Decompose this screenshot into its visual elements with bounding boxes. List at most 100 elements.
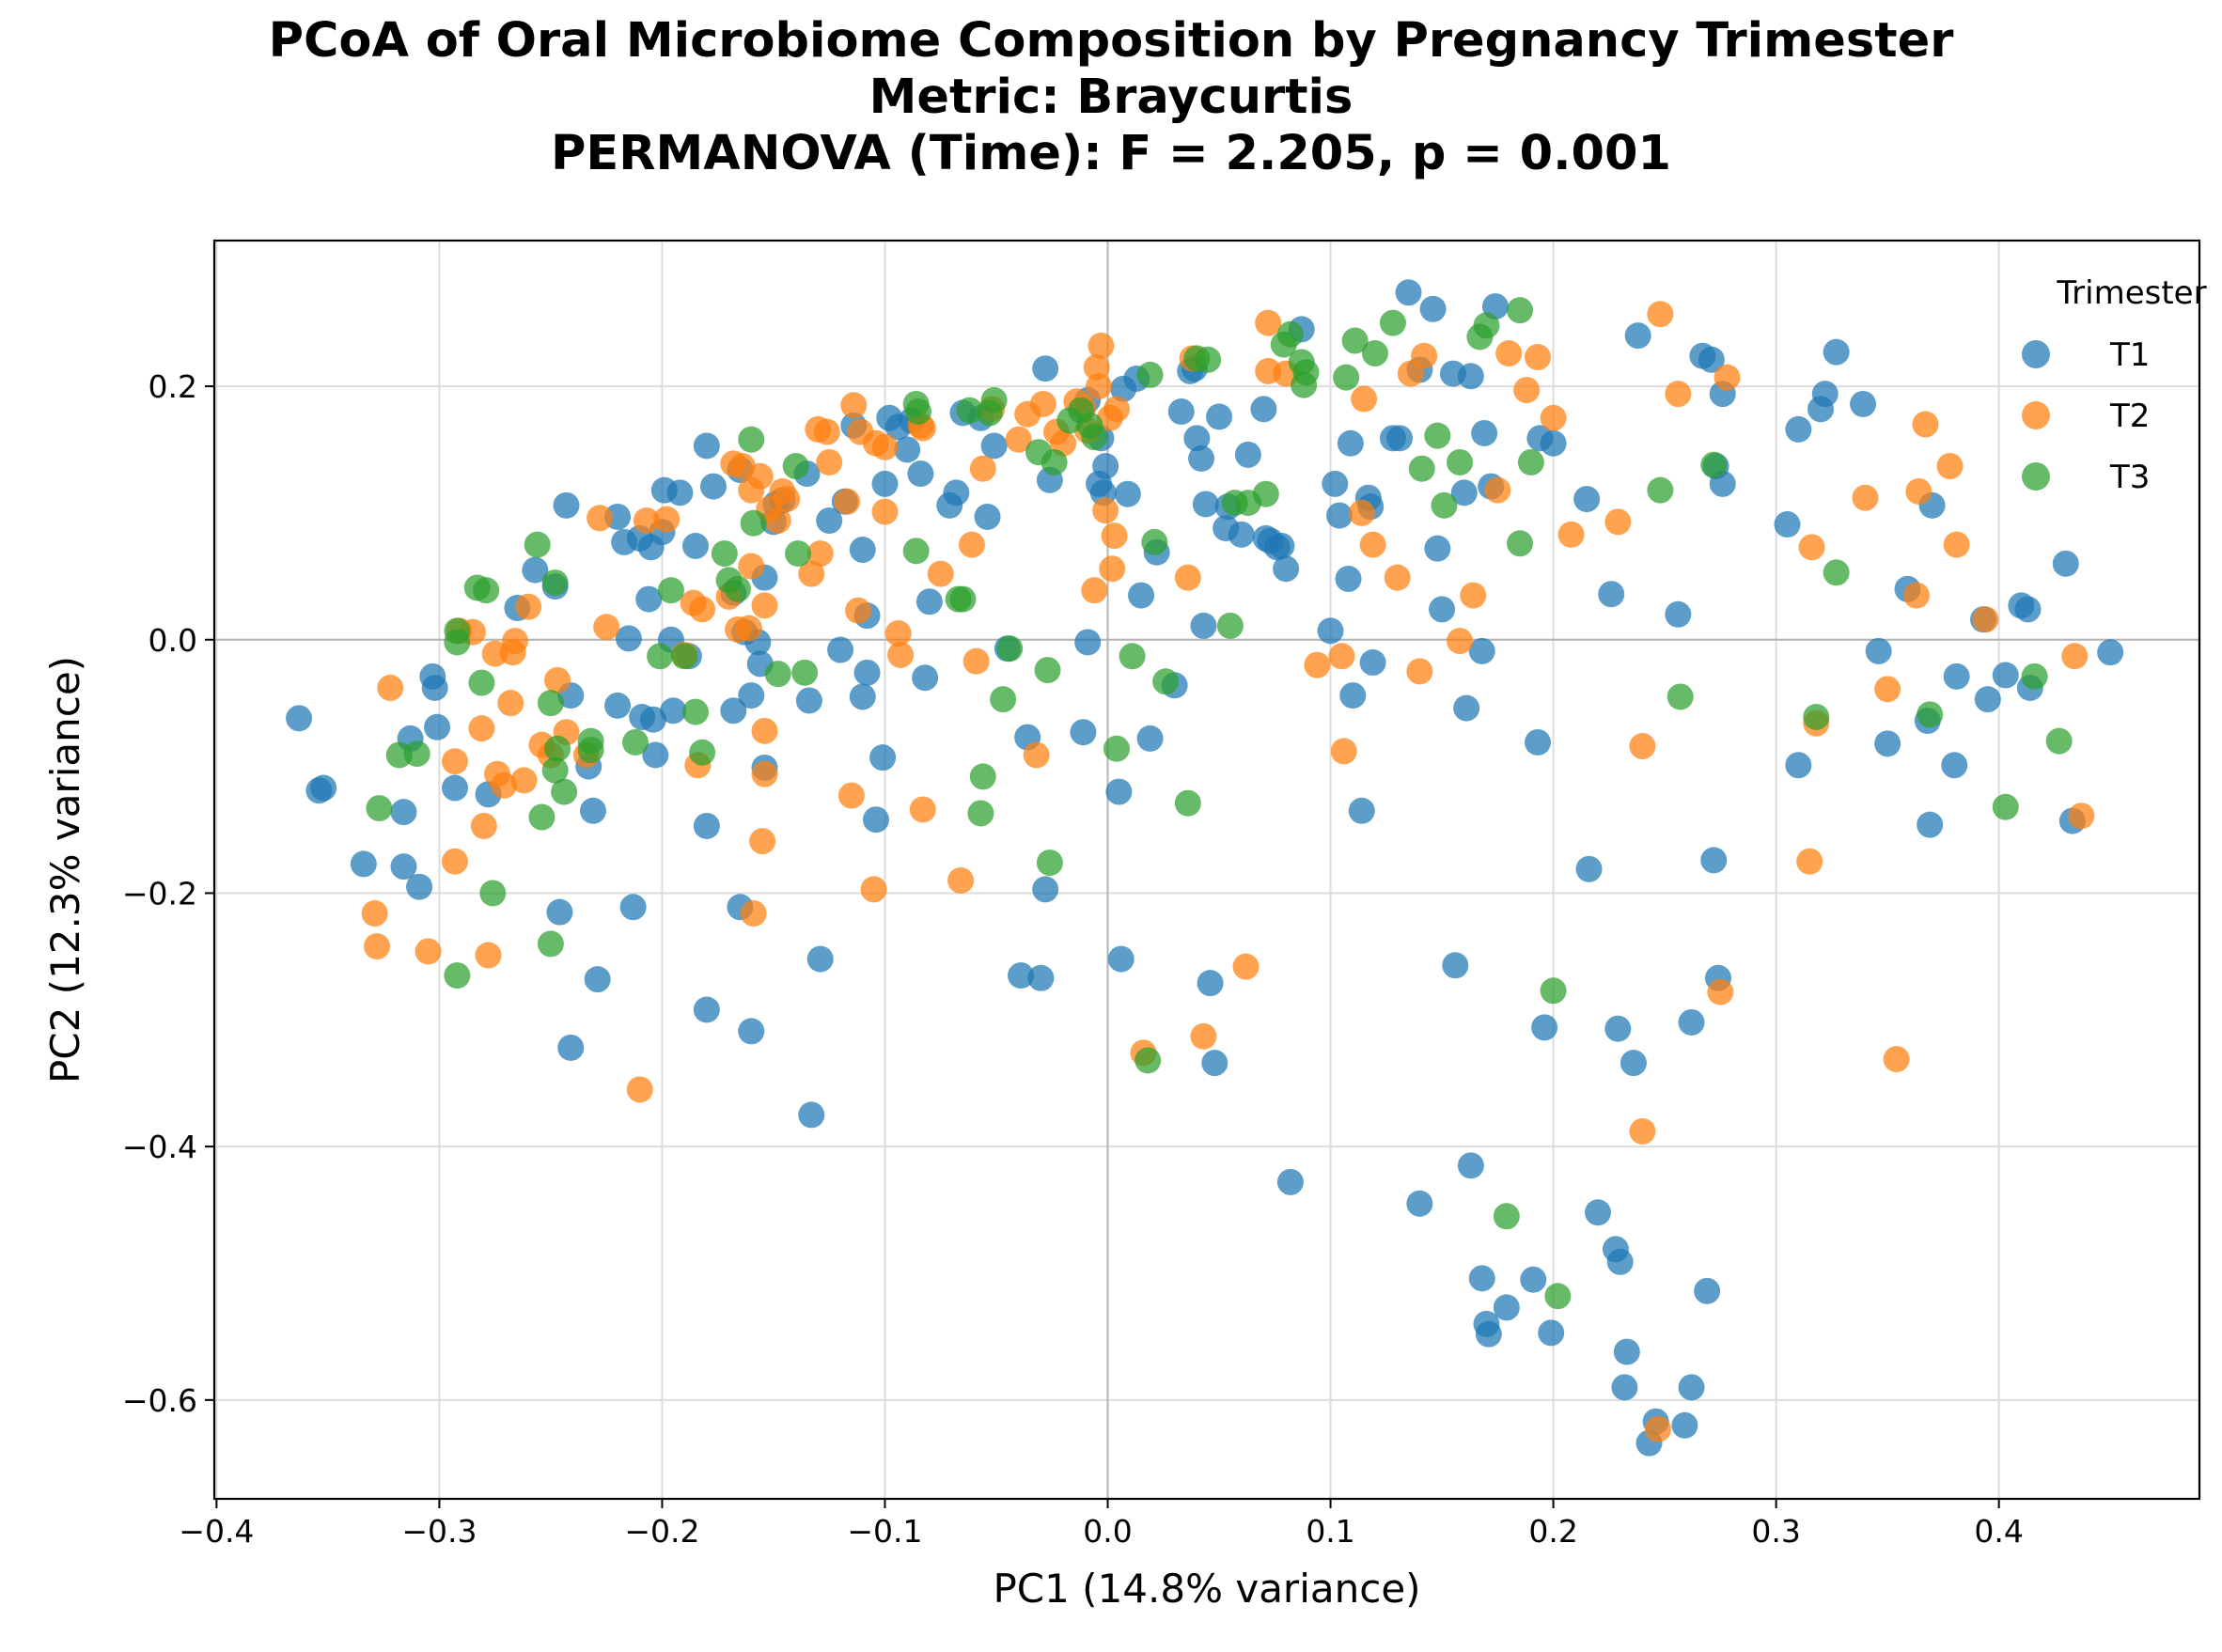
data-point-t2 [1092,497,1119,524]
data-point-t3 [1424,422,1451,449]
data-point-t2 [1707,978,1734,1005]
data-point-t1 [660,697,687,725]
data-point-t2 [1912,411,1939,438]
chart-subtitle-permanova: PERMANOVA (Time): F = 2.205, p = 0.001 [551,126,1671,181]
data-points [286,279,2124,1457]
data-point-t1 [1105,778,1133,805]
data-point-t1 [1785,415,1812,443]
data-point-t2 [749,828,776,855]
data-point-t1 [1092,453,1119,480]
data-point-t2 [361,900,388,927]
data-point-t2 [1629,1117,1656,1145]
data-point-t1 [642,741,669,769]
data-point-t1 [1339,682,1367,709]
data-point-t3 [622,728,649,756]
data-point-t2 [887,641,915,668]
data-point-t2 [871,433,899,460]
data-point-t2 [1232,953,1260,980]
data-point-t3 [647,643,674,670]
data-point-t2 [1852,484,1879,511]
legend-label-t1: T1 [2109,336,2150,374]
data-point-t2 [1972,606,1999,633]
data-point-t1 [619,894,647,921]
data-point-t1 [682,532,709,559]
data-point-t2 [738,553,765,580]
data-point-t3 [1103,735,1130,762]
data-point-t2 [2061,643,2089,670]
data-point-t3 [902,538,930,565]
y-tick-label: −0.6 [122,1382,197,1419]
data-point-t2 [502,628,528,655]
data-point-t1 [2014,596,2042,623]
data-point-t1 [1326,502,1354,529]
data-point-t1 [579,797,606,824]
data-point-t2 [1513,377,1541,404]
data-point-t3 [524,531,551,558]
data-point-t2 [1798,534,1825,561]
data-point-t3 [1276,320,1304,348]
y-tick-label: −0.4 [122,1129,197,1165]
data-point-t1 [522,556,549,584]
data-point-t1 [1335,566,1362,593]
data-point-t3 [1141,528,1168,555]
x-tick-label: −0.1 [847,1513,922,1550]
data-point-t2 [1525,344,1551,371]
data-point-t1 [1008,962,1035,990]
data-point-t2 [871,498,899,525]
x-tick-label: 0.3 [1751,1513,1800,1550]
data-point-t3 [785,540,812,568]
zero-reference-lines [214,241,2199,1499]
data-point-t1 [1128,582,1155,609]
data-point-t1 [1273,555,1300,583]
data-point-t1 [1457,363,1484,390]
data-point-t2 [845,597,872,624]
data-point-t1 [666,479,694,507]
data-point-t1 [1429,596,1456,623]
data-point-t3 [1917,701,1944,728]
data-point-t3 [1540,977,1567,1005]
data-point-t1 [424,713,451,740]
data-point-t1 [1032,876,1059,903]
data-point-t1 [1250,396,1277,423]
data-point-t1 [1606,1248,1634,1275]
data-point-t1 [849,683,876,710]
data-point-t1 [442,774,468,802]
data-point-t2 [1905,477,1933,505]
data-point-t3 [1992,793,2019,820]
legend-label-t2: T2 [2109,397,2150,435]
data-point-t1 [907,460,934,488]
data-point-t1 [1525,728,1551,756]
data-point-t2 [840,392,868,419]
data-point-t1 [1468,637,1495,664]
data-point-t1 [1114,480,1141,507]
data-point-t3 [1134,1047,1162,1074]
data-point-t2 [1647,301,1674,328]
data-point-t2 [377,674,404,701]
data-point-t2 [764,507,791,535]
data-point-t2 [1629,733,1656,760]
data-point-t2 [751,760,778,787]
x-axis-ticks: −0.4 −0.3 −0.2 −0.1 0.0 0.1 0.2 0.3 0.4 [179,1499,2024,1550]
data-point-t1 [699,473,727,500]
data-point-t3 [1152,668,1180,695]
data-point-t1 [1585,1199,1611,1226]
data-point-t3 [1292,359,1320,386]
data-point-t1 [1493,1294,1520,1321]
data-point-t2 [468,715,495,742]
data-point-t1 [1395,279,1422,306]
data-point-t3 [366,795,393,822]
data-point-t1 [1032,355,1059,382]
data-point-t1 [1027,964,1055,991]
data-point-t2 [1029,390,1056,417]
data-point-t1 [1276,1168,1304,1195]
data-point-t1 [1611,1374,1638,1401]
series-t3 [366,297,2073,1310]
y-axis-label: PC2 (12.3% variance) [42,656,88,1083]
data-point-t3 [905,398,932,426]
data-point-t1 [1941,752,1968,779]
data-point-t1 [1348,797,1375,824]
data-point-t2 [1604,508,1632,536]
x-tick-label: 0.0 [1083,1513,1132,1550]
data-point-t3 [1361,340,1388,367]
